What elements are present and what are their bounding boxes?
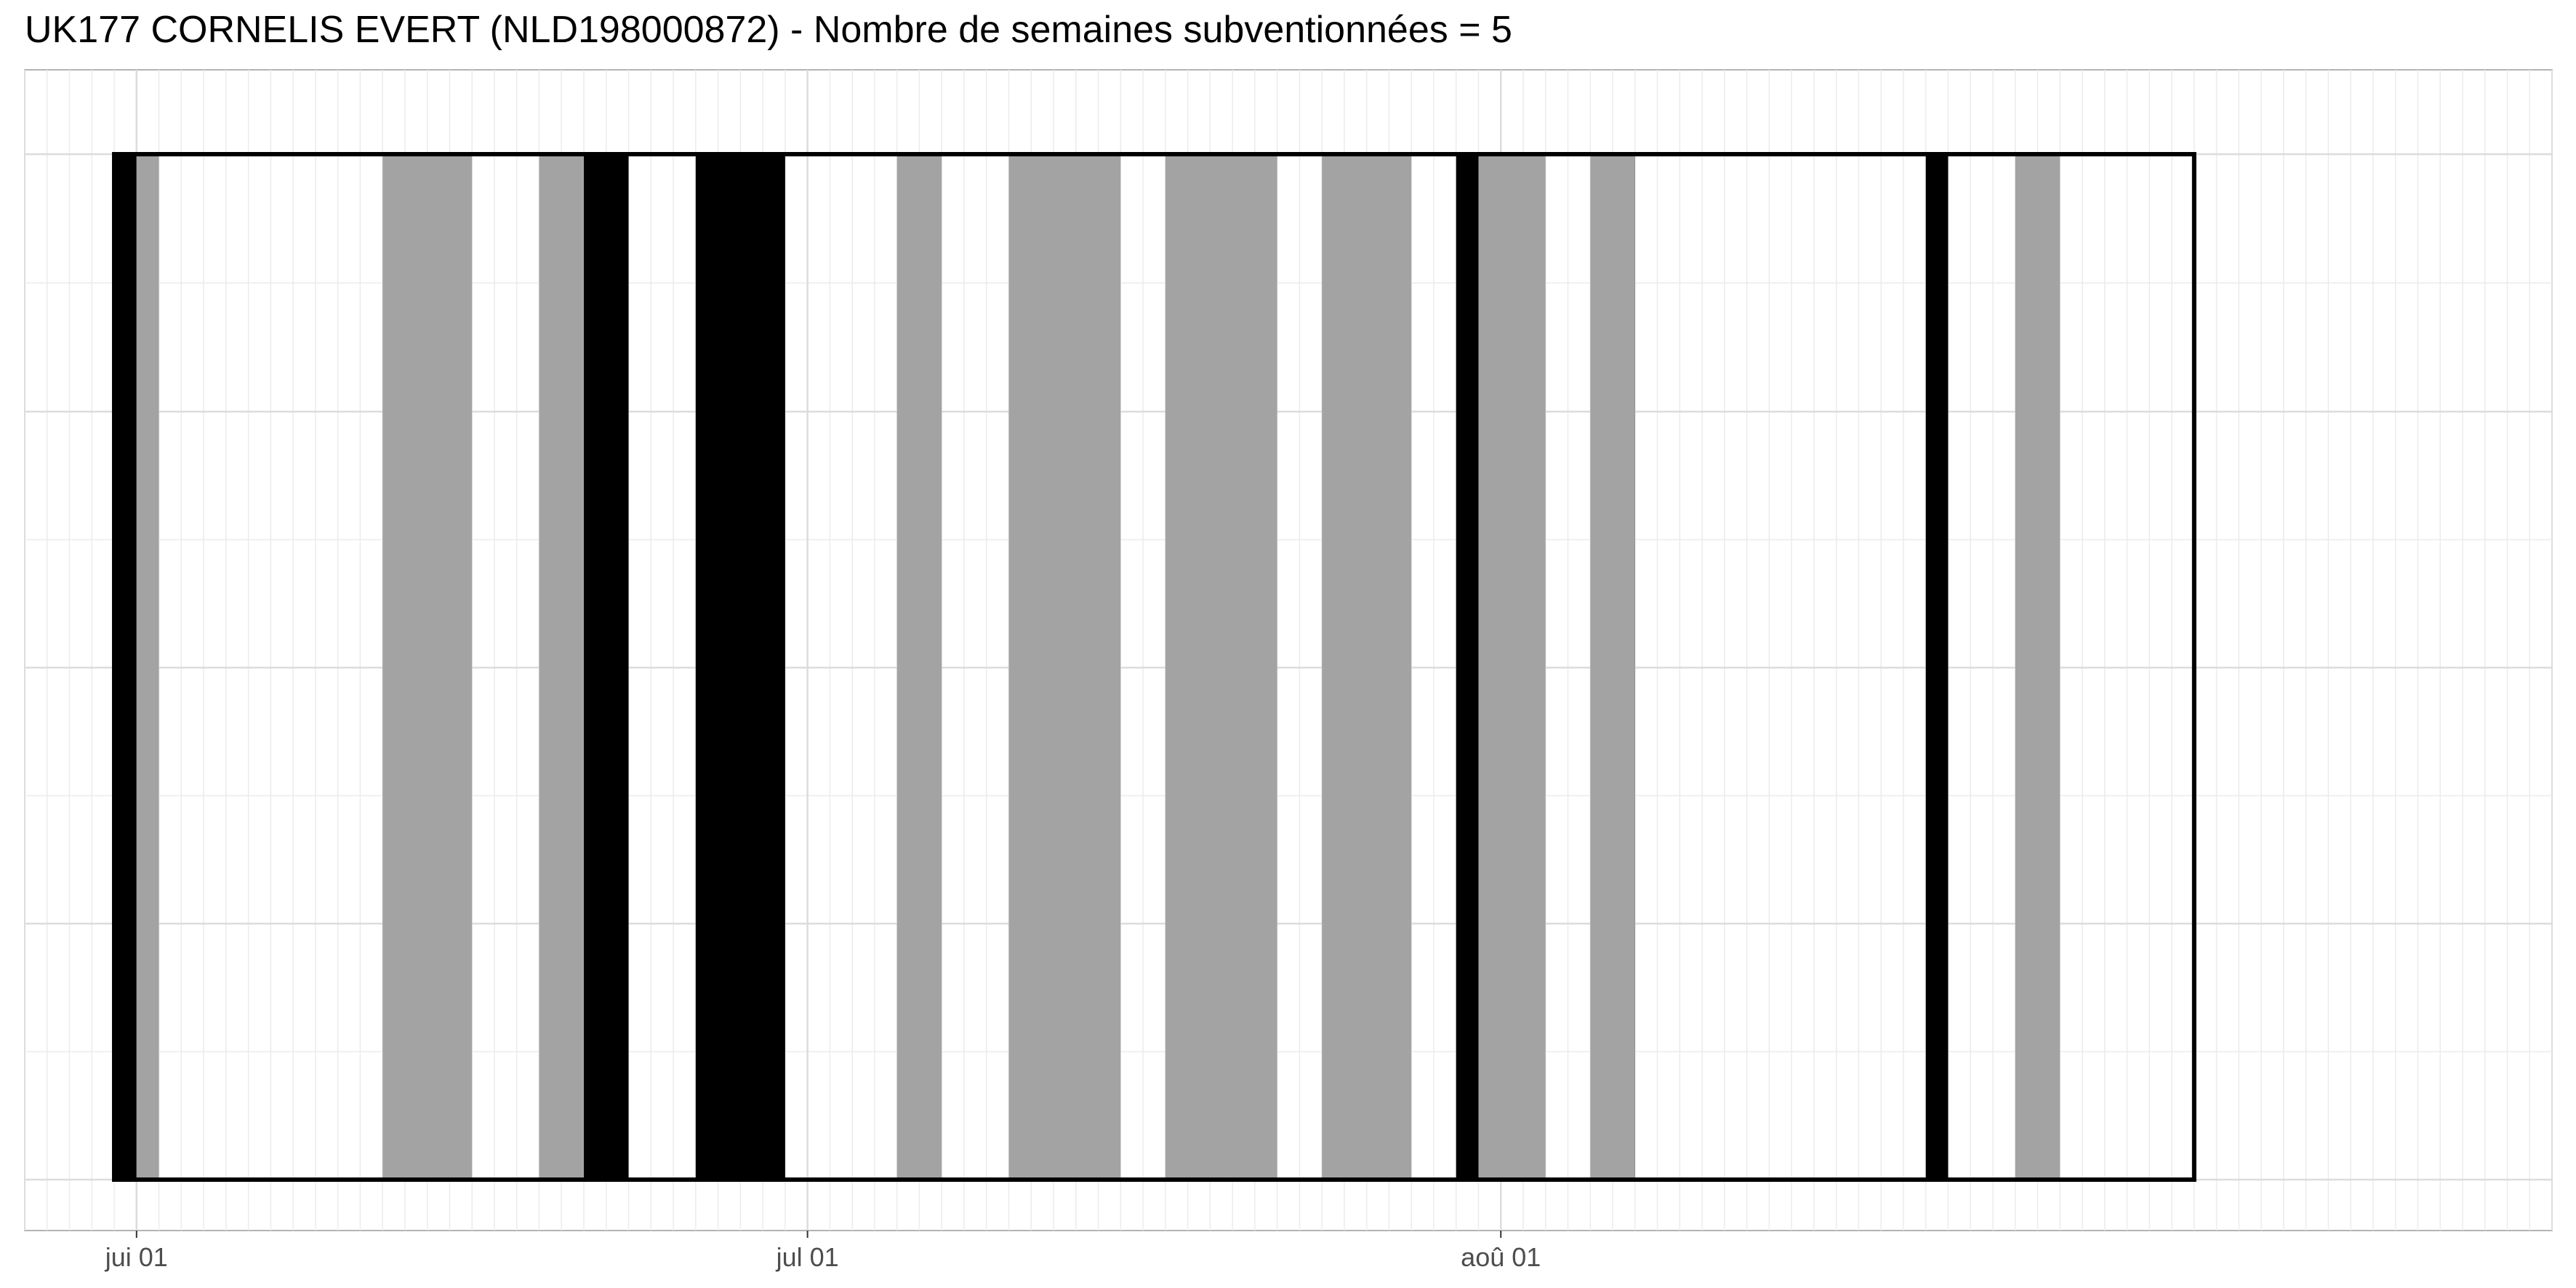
- black-interval-bar: [695, 154, 785, 1180]
- grey-interval-bar: [1590, 154, 1635, 1180]
- x-tick-label: jul 01: [776, 1242, 839, 1272]
- black-interval-bar: [1925, 154, 1949, 1180]
- grey-interval-bar: [1165, 154, 1277, 1180]
- black-interval-bar: [114, 154, 137, 1180]
- period-outline: [112, 152, 2196, 1182]
- grey-interval-bar: [1478, 154, 1546, 1180]
- chart-title: UK177 CORNELIS EVERT (NLD198000872) - No…: [25, 9, 1512, 51]
- chart-bars: [114, 154, 2061, 1180]
- grey-interval-bar: [539, 154, 585, 1180]
- grey-interval-bar: [136, 154, 159, 1180]
- grey-interval-bar: [1008, 154, 1121, 1180]
- black-interval-bar: [584, 154, 629, 1180]
- grey-interval-bar: [1322, 154, 1412, 1180]
- x-tick-label: jui 01: [105, 1242, 168, 1272]
- grey-interval-bar: [2015, 154, 2061, 1180]
- x-axis-ticks: jui 01 jul 01 aoû 01: [105, 1231, 1541, 1272]
- grey-interval-bar: [896, 154, 942, 1180]
- x-tick-label: aoû 01: [1461, 1242, 1541, 1272]
- grey-interval-bar: [382, 154, 473, 1180]
